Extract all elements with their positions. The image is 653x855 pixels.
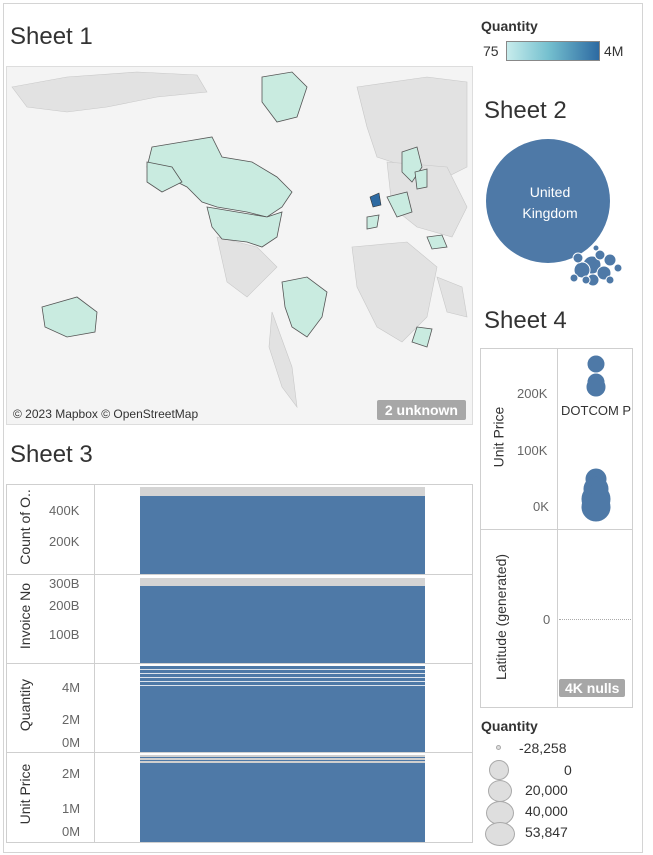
bar-invoice-top[interactable] — [140, 578, 425, 586]
bubble-small — [581, 275, 591, 285]
size-label-2: 0 — [564, 762, 572, 778]
bubble-small — [613, 263, 623, 273]
country-usa — [206, 206, 283, 248]
country-europe — [386, 191, 413, 218]
bar-quantity[interactable] — [140, 666, 425, 752]
sheet4-chart[interactable]: Unit Price Latitude (generated) 200K 100… — [480, 348, 633, 708]
tick-0m: 0M — [62, 735, 81, 750]
size-circle-2 — [489, 760, 509, 780]
point-high-1 — [587, 355, 605, 373]
tick-200k: 200K — [49, 534, 80, 549]
map-attribution: © 2023 Mapbox © OpenStreetMap — [13, 407, 199, 421]
point-low — [581, 492, 611, 522]
bar-invoice[interactable] — [140, 586, 425, 663]
size-label-4: 40,000 — [525, 803, 568, 819]
size-circle-3 — [488, 780, 512, 802]
row-label-unitprice: Unit Price — [17, 763, 33, 825]
country-sweden — [414, 168, 428, 190]
country-south-africa — [411, 326, 433, 348]
bubble-united-kingdom[interactable] — [486, 139, 610, 263]
tick-300b: 300B — [49, 576, 80, 591]
sheet4-title: Sheet 4 — [484, 307, 567, 334]
country-greenland — [261, 71, 308, 123]
country-saudi — [426, 234, 448, 250]
size-circle-1 — [496, 745, 501, 750]
bar-unitprice[interactable] — [140, 763, 425, 842]
sheet2-title: Sheet 2 — [484, 97, 567, 124]
bubble-small — [569, 273, 579, 283]
sheet3-chart[interactable]: Count of O.. 400K 200K Invoice No 300B 2… — [6, 484, 473, 843]
bubble-small — [592, 244, 600, 252]
dot-plot[interactable] — [571, 349, 621, 529]
sheet1-title: Sheet 1 — [10, 23, 93, 50]
tick-200k-s4: 200K — [517, 386, 548, 401]
tick-1m-up: 1M — [62, 801, 81, 816]
world-map[interactable]: © 2023 Mapbox © OpenStreetMap 2 unknown — [6, 66, 473, 425]
land-south-america-south — [268, 311, 298, 409]
tick-200b: 200B — [49, 598, 80, 613]
country-brazil — [281, 276, 328, 338]
dashboard-frame — [3, 3, 643, 853]
row-label-count: Count of O.. — [17, 489, 33, 565]
map-canvas[interactable] — [7, 67, 472, 424]
bubble-label: United Kingdom — [522, 184, 578, 221]
column-header: DOTCOM P — [561, 403, 631, 418]
tick-100k-s4: 100K — [517, 443, 548, 458]
color-legend-min: 75 — [483, 43, 499, 59]
bubble-small — [603, 253, 617, 267]
tick-4m: 4M — [62, 680, 81, 695]
tick-lat-0: 0 — [543, 612, 551, 627]
row-label-quantity: Quantity — [17, 678, 33, 732]
bubble-small — [594, 249, 606, 261]
tick-0m-up: 0M — [62, 824, 81, 839]
size-legend-title: Quantity — [481, 718, 538, 734]
size-label-3: 20,000 — [525, 782, 568, 798]
row-label-invoice: Invoice No — [17, 582, 33, 650]
bar-unitprice-top[interactable] — [140, 755, 425, 763]
axis-latitude: Latitude (generated) — [493, 553, 509, 681]
tick-400k: 400K — [49, 503, 80, 518]
country-united-kingdom — [369, 192, 382, 208]
land-central-america — [216, 236, 278, 298]
size-label-5: 53,847 — [525, 824, 568, 840]
color-legend-title: Quantity — [481, 18, 538, 34]
country-australia — [41, 296, 98, 338]
tick-100b: 100B — [49, 627, 80, 642]
axis-unit-price: Unit Price — [490, 406, 507, 468]
country-alaska — [146, 161, 183, 193]
bubble-chart[interactable] — [478, 130, 638, 295]
land-arctic — [11, 71, 208, 113]
bar-count[interactable] — [140, 496, 425, 574]
tick-2m-up: 2M — [62, 766, 81, 781]
sheet3-title: Sheet 3 — [10, 441, 93, 468]
bubble-small — [605, 275, 615, 285]
color-legend-max: 4M — [604, 43, 624, 59]
unknown-badge[interactable]: 2 unknown — [376, 400, 466, 420]
bubble-small — [572, 252, 584, 264]
land-middle-east — [436, 276, 468, 318]
color-legend-gradient — [506, 41, 600, 61]
size-circle-5 — [485, 822, 515, 846]
country-spain — [366, 214, 380, 230]
land-africa — [351, 241, 438, 343]
size-circle-4 — [486, 801, 514, 825]
bar-count-top[interactable] — [140, 487, 425, 496]
point-high-3 — [586, 377, 606, 397]
tick-0k-s4: 0K — [533, 499, 549, 514]
tick-2m: 2M — [62, 712, 81, 727]
nulls-badge[interactable]: 4K nulls — [559, 679, 626, 697]
size-label-1: -28,258 — [519, 740, 567, 756]
zero-line — [559, 619, 631, 620]
